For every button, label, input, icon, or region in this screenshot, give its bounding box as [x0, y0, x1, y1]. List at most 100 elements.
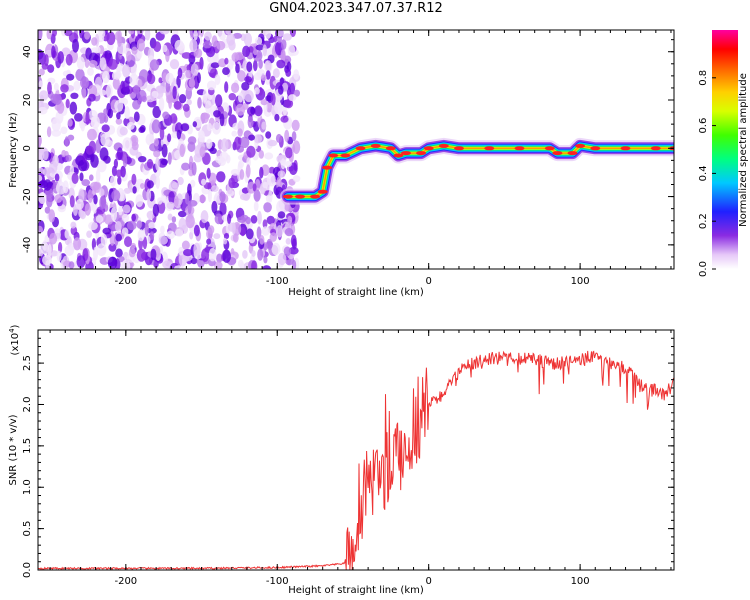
- noise-speckle: [124, 236, 132, 248]
- noise-speckle: [219, 151, 229, 162]
- noise-speckle: [122, 154, 128, 168]
- noise-speckle: [95, 139, 101, 154]
- noise-speckle: [97, 160, 107, 173]
- noise-speckle: [263, 256, 268, 264]
- noise-speckle: [182, 103, 190, 112]
- noise-speckle: [146, 210, 155, 220]
- noise-speckle: [231, 82, 240, 94]
- noise-speckle: [61, 47, 71, 57]
- noise-speckle: [192, 121, 197, 128]
- top-y-tick-label: -40: [22, 237, 33, 253]
- noise-speckle: [65, 98, 70, 109]
- noise-speckle: [285, 68, 292, 77]
- noise-speckle: [238, 92, 244, 103]
- noise-speckle: [160, 225, 165, 234]
- colorbar-tick-label: 0.6: [698, 118, 709, 134]
- noise-speckle: [108, 59, 118, 70]
- ridge-peak: [401, 151, 411, 156]
- noise-speckle: [280, 49, 286, 62]
- noise-speckle: [277, 211, 286, 219]
- noise-speckle: [224, 57, 229, 65]
- noise-speckle: [260, 74, 267, 81]
- noise-speckle: [152, 203, 160, 217]
- noise-speckle: [132, 100, 141, 110]
- noise-speckle: [266, 215, 275, 225]
- ridge-peak: [567, 151, 578, 156]
- noise-speckle: [262, 44, 268, 57]
- noise-speckle: [86, 230, 92, 238]
- noise-speckle: [38, 192, 47, 204]
- noise-speckle: [206, 167, 211, 179]
- noise-speckle: [98, 89, 107, 96]
- noise-speckle: [166, 201, 175, 210]
- noise-speckle: [209, 147, 217, 154]
- noise-speckle: [167, 152, 172, 165]
- noise-speckle: [122, 80, 130, 93]
- noise-speckle: [255, 44, 264, 51]
- snr-series: [38, 350, 674, 570]
- noise-speckle: [95, 46, 101, 54]
- noise-speckle: [168, 191, 175, 204]
- noise-speckle: [103, 114, 109, 123]
- noise-speckle: [38, 180, 49, 189]
- noise-speckle: [38, 135, 42, 149]
- noise-speckle: [87, 189, 94, 203]
- noise-speckle: [103, 155, 111, 164]
- noise-speckle: [48, 209, 56, 223]
- noise-speckle: [122, 64, 131, 78]
- noise-speckle: [231, 130, 237, 137]
- noise-speckle: [243, 32, 252, 47]
- noise-speckle: [187, 200, 192, 214]
- noise-speckle: [272, 68, 280, 78]
- noise-speckle: [57, 51, 64, 64]
- noise-speckle: [168, 222, 177, 233]
- noise-speckle: [186, 99, 192, 106]
- ridge-peak: [620, 146, 631, 151]
- noise-speckle: [237, 70, 246, 82]
- noise-speckle: [199, 146, 206, 158]
- noise-speckle: [262, 219, 268, 229]
- bottom-y-tick-label: 2.5: [22, 355, 33, 371]
- noise-speckle: [167, 133, 172, 143]
- noise-speckle: [136, 248, 146, 262]
- noise-speckle: [51, 45, 56, 59]
- noise-speckle: [58, 242, 63, 254]
- noise-speckle: [174, 149, 182, 160]
- noise-speckle: [248, 134, 256, 141]
- noise-speckle: [73, 237, 82, 251]
- noise-speckle: [291, 131, 297, 142]
- noise-speckle: [260, 99, 268, 106]
- ridge-peak: [575, 143, 586, 148]
- noise-speckle: [201, 178, 207, 186]
- noise-speckle: [126, 50, 132, 62]
- colorbar-tick-label: 0.2: [698, 213, 709, 229]
- noise-speckle: [190, 179, 196, 188]
- noise-speckle: [112, 77, 120, 90]
- noise-speckle: [214, 213, 223, 225]
- noise-speckle: [121, 213, 130, 223]
- noise-speckle: [171, 216, 177, 223]
- noise-speckle: [99, 188, 105, 197]
- noise-speckle: [111, 165, 117, 177]
- noise-speckle: [207, 188, 212, 203]
- noise-speckle: [76, 56, 85, 70]
- noise-speckle: [170, 113, 178, 124]
- noise-speckle: [47, 243, 52, 258]
- noise-speckle: [144, 222, 149, 236]
- noise-speckle: [246, 61, 253, 73]
- noise-speckle: [149, 59, 160, 71]
- figure-title: GN04.2023.347.07.37.R12: [269, 1, 443, 16]
- noise-speckle: [181, 162, 190, 171]
- noise-speckle: [231, 52, 240, 62]
- noise-speckle: [225, 30, 231, 35]
- noise-speckle: [38, 174, 43, 182]
- noise-speckle: [198, 131, 206, 143]
- noise-speckle: [291, 119, 300, 131]
- noise-speckle: [239, 169, 245, 180]
- noise-speckle: [191, 162, 197, 176]
- bottom-y-tick-label: 1.0: [22, 479, 33, 495]
- noise-speckle: [252, 183, 257, 192]
- noise-speckle: [139, 125, 146, 133]
- noise-speckle: [245, 216, 251, 225]
- noise-speckle: [206, 80, 217, 91]
